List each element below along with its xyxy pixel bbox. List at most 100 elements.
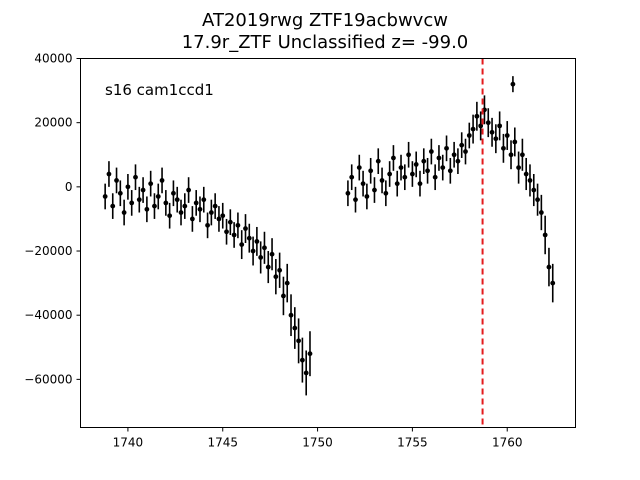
data-point-41 — [258, 241, 264, 274]
data-point-90 — [478, 111, 484, 141]
data-point-marker — [269, 251, 275, 257]
data-point-5 — [121, 199, 127, 226]
chart-title-line-1: AT2019rwg ZTF19acbwvcw — [202, 10, 448, 31]
data-point-25 — [197, 196, 203, 223]
data-point-marker — [265, 264, 271, 270]
data-point-33 — [227, 209, 233, 235]
data-point-marker — [254, 238, 260, 244]
data-point-marker — [220, 213, 226, 219]
data-point-marker — [167, 213, 173, 219]
data-point-marker — [303, 370, 309, 376]
data-point-marker — [212, 203, 218, 209]
data-point-marker — [159, 178, 165, 183]
data-point-69 — [398, 154, 404, 181]
data-point-45 — [273, 259, 279, 295]
data-point-marker — [296, 338, 302, 344]
data-point-marker — [136, 197, 142, 203]
data-point-marker — [246, 235, 252, 241]
data-point-marker — [406, 152, 412, 158]
x-tick-label: 1760 — [492, 436, 523, 450]
data-point-87 — [466, 122, 472, 149]
data-point-marker — [463, 149, 468, 154]
data-points-layer — [102, 76, 556, 396]
data-point-marker — [398, 165, 404, 170]
data-point-marker — [140, 187, 146, 193]
data-point-marker — [478, 123, 484, 129]
data-point-marker — [364, 194, 370, 199]
data-point-marker — [372, 187, 377, 193]
data-point-31 — [220, 202, 226, 229]
data-point-marker — [394, 181, 400, 187]
data-point-marker — [428, 149, 434, 154]
data-point-marker — [542, 232, 548, 238]
data-point-74 — [417, 170, 423, 197]
data-point-marker — [436, 155, 442, 161]
data-point-81 — [444, 135, 449, 162]
data-point-marker — [353, 197, 358, 203]
data-point-marker — [455, 158, 461, 164]
y-tick-label: −60000 — [24, 372, 72, 386]
data-point-82 — [447, 157, 453, 184]
data-point-marker — [235, 222, 241, 228]
data-point-marker — [485, 120, 491, 126]
data-point-67 — [391, 145, 396, 171]
data-point-64 — [379, 167, 385, 194]
data-point-marker — [523, 171, 529, 177]
data-point-marker — [227, 219, 233, 225]
data-point-marker — [375, 158, 381, 164]
data-point-marker — [174, 197, 180, 203]
data-point-marker — [144, 206, 150, 212]
data-point-96 — [501, 133, 506, 163]
data-point-marker — [451, 152, 457, 158]
data-point-6 — [125, 174, 131, 200]
data-point-marker — [262, 245, 267, 251]
data-point-21 — [182, 193, 188, 219]
y-tick-label: 20000 — [34, 116, 72, 130]
data-point-102 — [523, 157, 529, 191]
data-point-52 — [299, 337, 305, 383]
data-point-60 — [364, 183, 370, 210]
data-point-71 — [406, 141, 412, 168]
data-point-61 — [368, 157, 374, 184]
data-point-marker — [189, 216, 195, 222]
data-point-marker — [258, 255, 264, 260]
data-point-108 — [546, 247, 552, 287]
data-point-marker — [205, 222, 210, 228]
data-point-39 — [250, 236, 256, 266]
data-point-marker — [163, 200, 169, 206]
data-point-10 — [140, 177, 146, 203]
data-point-marker — [550, 280, 556, 286]
x-tick-label: 1750 — [302, 436, 333, 450]
data-point-100 — [516, 151, 522, 184]
data-point-35 — [235, 212, 241, 239]
data-point-101 — [519, 138, 525, 171]
data-point-marker — [440, 165, 446, 170]
data-point-2 — [110, 193, 116, 219]
data-point-84 — [455, 148, 461, 175]
data-point-13 — [152, 193, 157, 219]
data-point-19 — [174, 186, 180, 213]
data-point-40 — [254, 226, 260, 256]
data-point-86 — [463, 138, 468, 165]
data-point-marker — [527, 178, 533, 183]
y-tick-label: 40000 — [34, 52, 72, 66]
data-point-marker — [421, 158, 427, 164]
data-point-46 — [277, 252, 283, 288]
data-point-marker — [231, 232, 237, 238]
data-point-marker — [535, 197, 540, 203]
data-point-104 — [531, 174, 537, 207]
data-point-marker — [368, 168, 374, 174]
data-point-marker — [387, 171, 393, 177]
data-point-56 — [349, 164, 355, 191]
data-point-marker — [349, 174, 355, 180]
data-point-65 — [383, 180, 389, 207]
data-point-72 — [409, 161, 415, 187]
data-point-16 — [163, 190, 169, 216]
data-point-marker — [208, 210, 214, 215]
data-point-9 — [136, 186, 142, 213]
data-point-48 — [284, 263, 290, 303]
data-point-marker — [531, 187, 537, 193]
data-point-28 — [208, 199, 214, 226]
data-point-marker — [281, 293, 286, 299]
